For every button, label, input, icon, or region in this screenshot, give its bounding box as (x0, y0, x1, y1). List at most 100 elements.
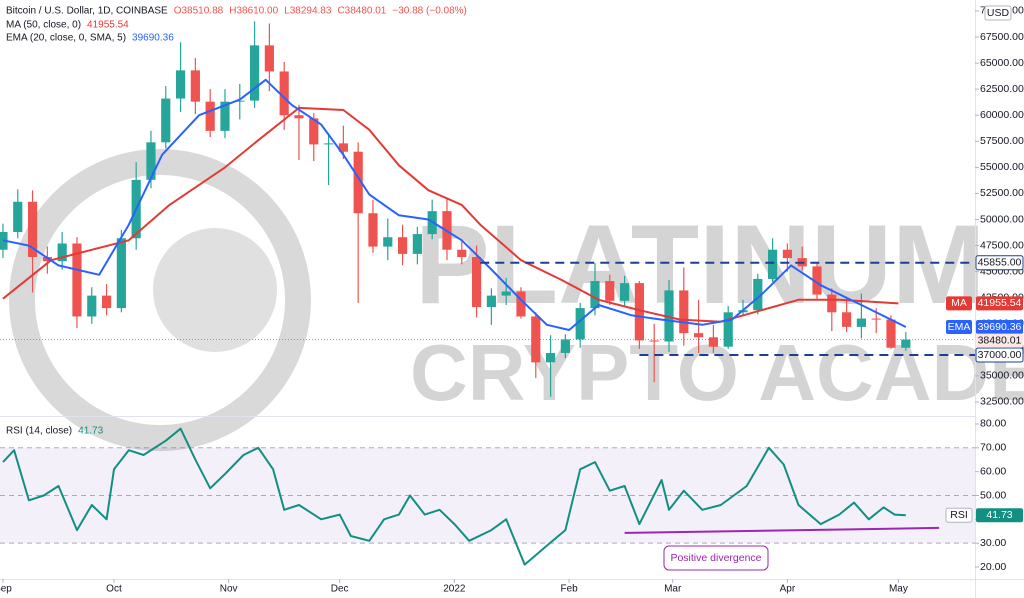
ohlc-close: C38480.01 (337, 6, 386, 17)
y-tick-label: 62500.00 (980, 83, 1024, 95)
y-tick-label: 70.00 (980, 442, 1006, 454)
candle-body (353, 151, 363, 214)
y-tick-label: 47500.00 (980, 239, 1024, 251)
y-tick-label: 80.00 (980, 418, 1006, 430)
candle-body (13, 201, 23, 233)
candle-body (575, 308, 585, 340)
y-tick-label: 52500.00 (980, 187, 1024, 199)
candle-body (294, 115, 304, 119)
candle-body (546, 352, 556, 363)
x-tick-label: Feb (560, 584, 578, 595)
candle-body (871, 318, 881, 320)
y-tick-label: 65000.00 (980, 57, 1024, 69)
candle-body (383, 237, 393, 247)
last-price-badge: 38480.01 (978, 334, 1022, 346)
candle-body (782, 249, 792, 259)
candle-body (664, 290, 674, 342)
candle-body (901, 339, 911, 348)
candle-body (768, 249, 778, 279)
candle-body (87, 295, 97, 317)
series-badge: MA (951, 297, 967, 309)
indicator-value: 41.73 (78, 426, 103, 437)
watermark-text: PLATINUM (415, 202, 985, 327)
candle-body (279, 71, 289, 116)
x-tick-label: Apr (780, 584, 796, 595)
y-tick-label: 20.00 (980, 561, 1006, 573)
value-badge-box (976, 508, 1023, 523)
level-badge: 45855.00 (978, 256, 1022, 268)
value-badge-box (976, 296, 1023, 311)
ohlc-change: −30.88 (−0.08%) (392, 6, 467, 17)
currency-badge: USD (987, 7, 1010, 19)
candle-body (338, 143, 348, 152)
candle-body (679, 290, 689, 334)
ohlc-open: O38510.88 (174, 6, 224, 17)
x-tick-label: Mar (664, 584, 682, 595)
watermark-logo (9, 149, 311, 451)
value-badge: 41955.54 (978, 297, 1022, 309)
indicator-name: RSI (14, close) (6, 426, 72, 437)
y-tick-label: 55000.00 (980, 161, 1024, 173)
y-tick-label: 50.00 (980, 489, 1006, 501)
candle-body (323, 143, 334, 145)
candle-body (309, 118, 319, 145)
candle-body (486, 295, 496, 308)
candle-body (560, 339, 570, 353)
candle-body (723, 312, 733, 347)
indicator-name: MA (50, close, 0) (6, 20, 81, 31)
candle-body (605, 281, 615, 301)
candle-body (531, 316, 541, 363)
candle-body (886, 319, 896, 348)
indicator-value: 39690.36 (132, 33, 174, 44)
indicator-name: EMA (20, close, 0, SMA, 5) (6, 33, 126, 44)
y-tick-label: 57500.00 (980, 135, 1024, 147)
candle-body (101, 295, 112, 309)
watermark-logo-core (153, 228, 277, 352)
level-badge: 37000.00 (978, 349, 1022, 361)
x-tick-label: May (889, 584, 908, 595)
annotation-text: Positive divergence (670, 552, 761, 564)
x-tick-label: Dec (331, 584, 349, 595)
candle-body (827, 294, 837, 313)
candle-body (471, 257, 482, 308)
candle-body (856, 318, 866, 327)
candle-body (516, 291, 526, 317)
candle-body (620, 283, 630, 301)
candle-body (412, 234, 422, 254)
candle-body (220, 101, 230, 131)
candle-body (368, 213, 378, 247)
candle-body (708, 337, 718, 347)
candle-body (634, 283, 644, 341)
value-badge-box (976, 319, 1023, 334)
candle-body (27, 201, 38, 258)
y-tick-label: 50000.00 (980, 213, 1024, 225)
candle-body (264, 45, 274, 72)
series-badge-box (946, 319, 972, 334)
candle-body (175, 70, 186, 99)
candle-body (842, 312, 852, 327)
candle-body (190, 70, 200, 102)
y-tick-label: 35000.00 (980, 370, 1024, 382)
level-badge-box (975, 255, 1024, 271)
level-badge-box (975, 347, 1024, 363)
y-tick-label: 67500.00 (980, 31, 1024, 43)
candle-body (72, 243, 82, 317)
value-badge: 39690.36 (978, 321, 1022, 333)
y-tick-label: 32500.00 (980, 396, 1024, 408)
currency-badge-box (984, 5, 1012, 21)
x-tick-label: Oct (106, 584, 122, 595)
last-price-badge-box (976, 333, 1023, 348)
x-tick-label: 2022 (443, 584, 466, 595)
y-tick-label: 60.00 (980, 465, 1006, 477)
x-tick-label: Sep (0, 584, 12, 595)
divergence-line (624, 526, 940, 534)
symbol-title: Bitcoin / U.S. Dollar, 1D, COINBASE (6, 6, 168, 17)
candle-body (57, 243, 67, 262)
candle-body (694, 333, 704, 338)
y-tick-label: 60000.00 (980, 109, 1024, 121)
candle-body (235, 100, 245, 102)
series-badge: RSI (950, 509, 968, 521)
